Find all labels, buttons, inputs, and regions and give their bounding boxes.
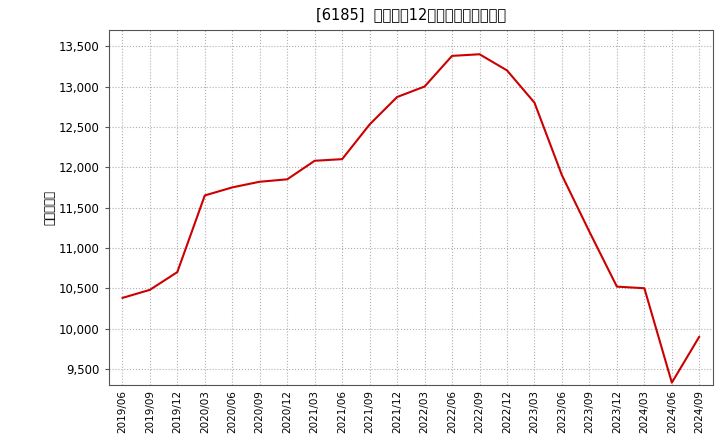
Y-axis label: （百万円）: （百万円） <box>43 190 56 225</box>
Title: [6185]  売上高の12か月移動合計の推移: [6185] 売上高の12か月移動合計の推移 <box>316 7 506 22</box>
